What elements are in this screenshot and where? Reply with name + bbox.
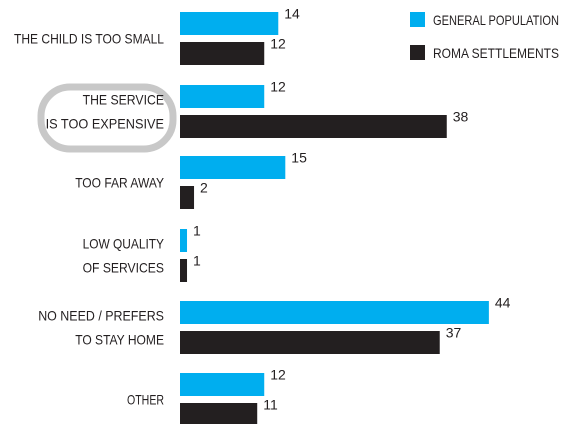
bar xyxy=(180,403,258,424)
data-label: 1 xyxy=(193,253,201,269)
category-label: TO STAY HOME xyxy=(75,332,164,348)
data-label: 44 xyxy=(495,295,511,311)
data-label: 11 xyxy=(263,397,278,413)
data-label: 12 xyxy=(270,36,286,52)
legend-swatch xyxy=(410,45,425,60)
bar xyxy=(180,229,188,252)
category-labels: THE CHILD IS TOO SMALL THE SERVICE IS TOO … xyxy=(14,31,165,408)
bar xyxy=(180,42,265,65)
category-label: THE SERVICE xyxy=(83,92,164,108)
data-label: 14 xyxy=(284,6,300,22)
category-label: IS TOO EXPENSIVE xyxy=(46,116,164,132)
bar xyxy=(180,156,286,179)
bar xyxy=(180,331,440,354)
category-label: TOO FAR AWAY xyxy=(75,175,164,191)
data-label: 12 xyxy=(270,367,286,383)
data-label: 37 xyxy=(446,325,462,341)
category-label: OTHER xyxy=(127,392,164,408)
category-label: LOW QUALITY xyxy=(83,236,165,252)
legend-label: GENERAL POPULATION xyxy=(433,12,559,28)
bar xyxy=(180,85,265,108)
category-label: NO NEED / PREFERS xyxy=(38,308,164,324)
data-label: 15 xyxy=(291,150,307,166)
bar xyxy=(180,186,195,209)
bar xyxy=(180,301,489,324)
data-label: 12 xyxy=(270,79,286,95)
data-label: 38 xyxy=(453,109,469,125)
bar xyxy=(180,12,279,35)
category-label: OF SERVICES xyxy=(83,260,164,276)
highlight-ring xyxy=(37,83,177,153)
legend: GENERAL POPULATION ROMA SETTLEMENTS xyxy=(410,12,559,61)
data-label: 2 xyxy=(200,180,208,196)
data-label: 1 xyxy=(193,223,201,239)
bar xyxy=(180,259,188,282)
legend-label: ROMA SETTLEMENTS xyxy=(433,45,559,61)
bar xyxy=(180,373,265,396)
highlight-layer xyxy=(37,83,177,153)
bar xyxy=(180,115,447,138)
category-label: THE CHILD IS TOO SMALL xyxy=(14,31,164,47)
legend-swatch xyxy=(410,12,425,27)
